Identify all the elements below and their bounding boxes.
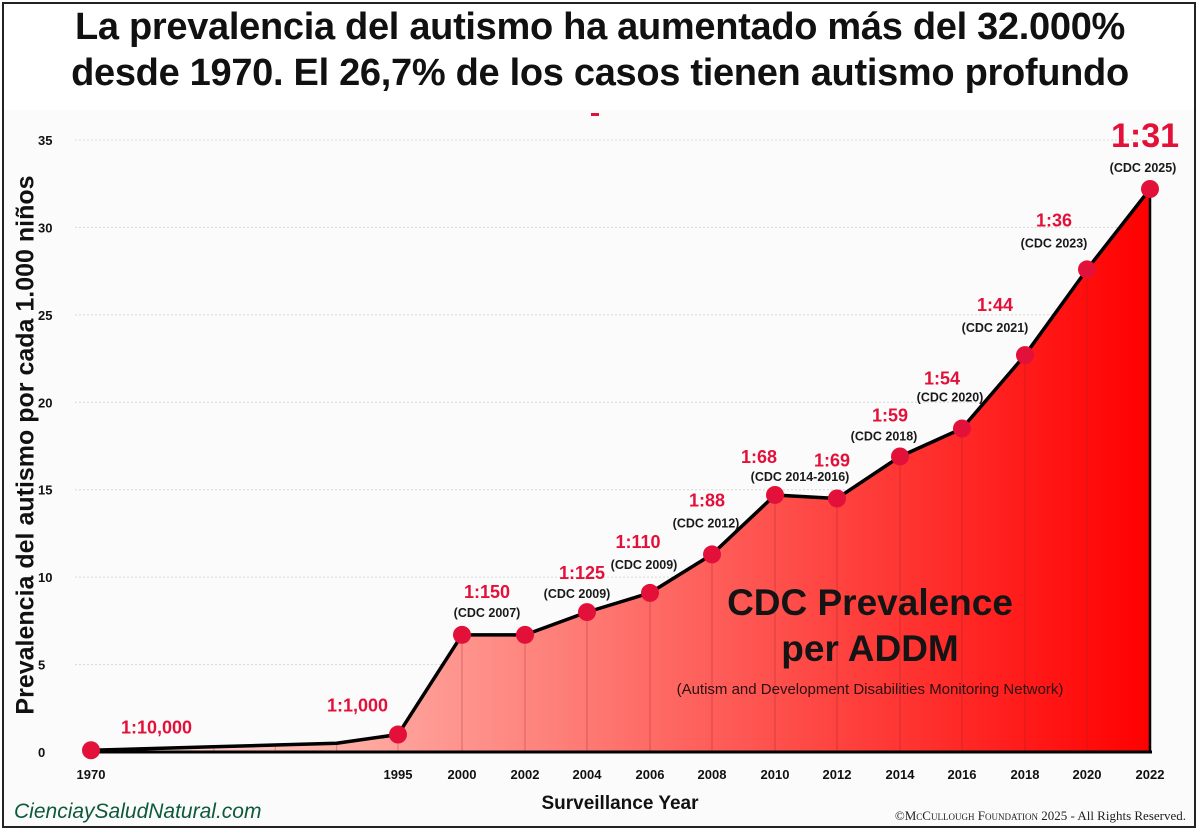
watermark-link[interactable]: CienciaySaludNatural.com [14,800,262,823]
data-label-source: (CDC 2025) [1110,161,1177,175]
x-tick-label: 2020 [1073,767,1102,782]
data-point [641,583,659,602]
y-tick-labels: 0 5 10 15 20 25 30 35 [38,133,52,760]
data-label-source: (CDC 2007) [454,606,521,620]
y-tick-label: 10 [38,570,52,585]
data-point [1141,179,1159,198]
x-tick-labels: 1970 1995 2000 2002 2004 2006 2008 2010 2012 2014… [77,767,1165,782]
x-tick-label: 2002 [511,767,540,782]
data-label-ratio: 1:54 [924,369,960,389]
x-tick-label: 2010 [761,767,790,782]
data-label-ratio: 1:88 [689,490,725,510]
data-label-ratio: 1:10,000 [121,717,192,737]
x-tick-label: 2016 [948,767,977,782]
x-axis-line [91,188,1152,754]
x-tick-label: 2014 [886,767,916,782]
data-point [453,625,471,644]
data-points [82,179,1159,760]
data-point [891,447,909,466]
overlay-subtitle: (Autism and Development Disabilities Mon… [676,681,1064,698]
data-point [766,485,784,504]
data-point [82,741,100,760]
data-label-ratio: 1:69 [814,450,850,470]
x-tick-label: 2004 [573,767,603,782]
x-tick-label: 2000 [448,767,477,782]
y-axis-label: Prevalencia del autismo por cada 1.000 n… [11,175,40,715]
data-label-source: (CDC 2012) [673,516,740,530]
data-label-ratio: 1:31 [1111,117,1179,155]
overlay-title-line-1: CDC Prevalence [727,582,1013,623]
data-label-ratio: 1:110 [615,532,660,552]
title-line-1: La prevalencia del autismo ha aumentado … [74,6,1126,48]
x-tick-label: 1995 [384,767,413,782]
x-tick-label: 2008 [698,767,727,782]
data-label-source: (CDC 2023) [1021,236,1088,250]
data-label-source: (CDC 2009) [544,587,611,601]
data-label-ratio: 1:68 [741,447,777,467]
data-label-source: (CDC 2014-2016) [751,470,850,484]
x-tick-label: 2006 [636,767,665,782]
data-point [516,625,534,644]
x-tick-label: 1970 [77,767,106,782]
data-point [1078,260,1096,279]
y-tick-label: 0 [38,745,45,760]
y-tick-label: 20 [38,395,52,410]
x-tick-label: 2018 [1011,767,1040,782]
data-label-ratio: 1:150 [464,582,510,602]
data-label-source: (CDC 2009) [611,558,678,572]
chart-title: La prevalencia del autismo ha aumentado … [0,4,1200,96]
data-point [578,603,596,622]
data-label-ratio: 1:125 [559,563,605,583]
data-label-source: (CDC 2018) [851,429,918,443]
copyright-org: McCullough Foundation [904,808,1038,823]
x-tick-label: 2022 [1136,767,1165,782]
title-line-2: desde 1970. El 26,7% de los casos tienen… [71,52,1129,94]
overlay-title: CDC Prevalence per ADDM [727,580,1013,672]
data-point [828,489,846,508]
y-tick-label: 25 [38,308,52,323]
y-tick-label: 15 [38,483,52,498]
x-tick-label: 2012 [823,767,852,782]
data-label-ratio: 1:1,000 [327,696,388,716]
area-path [91,188,1150,752]
data-point [953,419,971,438]
title-background [4,4,1194,110]
copyright-rest: 2025 - All Rights Reserved. [1037,808,1186,823]
data-label-ratio: 1:36 [1036,210,1072,230]
data-label-ratio: 1:59 [872,405,908,425]
data-label-source: (CDC 2021) [962,321,1029,335]
overlay-title-line-2: per ADDM [781,628,959,669]
data-point [1016,346,1034,365]
y-tick-label: 5 [38,658,45,673]
copyright-symbol: © [894,808,905,823]
data-label-ratio: 1:44 [977,295,1013,315]
data-point [389,725,407,744]
data-label-source: (CDC 2020) [917,391,984,405]
decorative-dash [591,113,599,116]
y-tick-label: 30 [38,220,52,235]
data-point [703,545,721,564]
area-fill [91,188,1150,752]
data-labels: 1:10,000 1:1,000 1:150 (CDC 2007) 1:125 (CDC … [121,117,1179,737]
copyright-notice: ©McCullough Foundation 2025 - All Rights… [895,808,1186,824]
x-axis-label: Surveillance Year [541,793,699,814]
y-tick-label: 35 [38,133,52,148]
